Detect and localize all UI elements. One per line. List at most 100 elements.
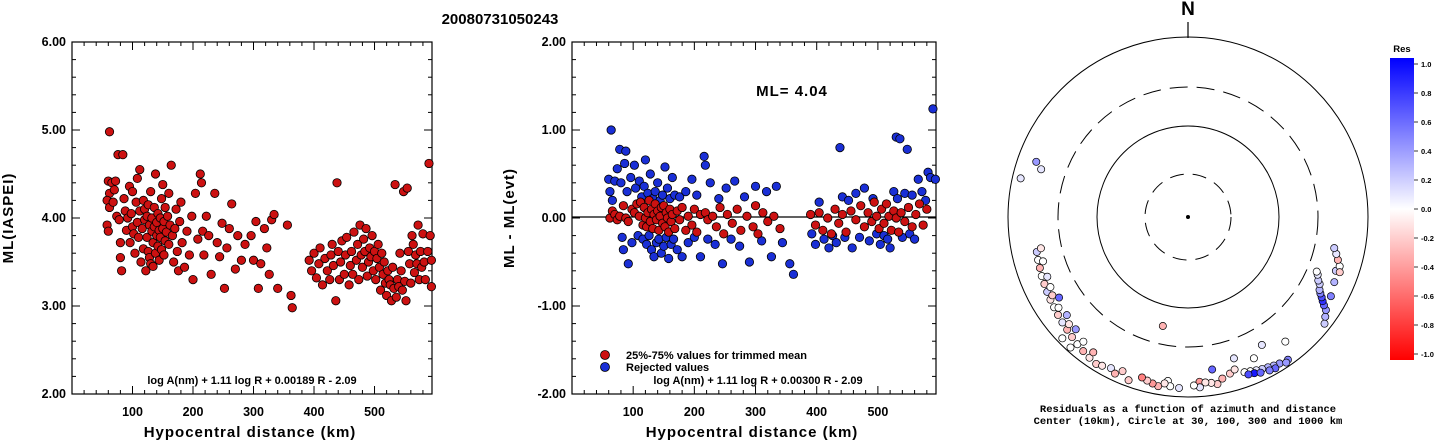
data-point <box>362 271 372 281</box>
rejected-point <box>847 243 857 253</box>
x-tick-label: 200 <box>183 405 204 419</box>
circle-30km <box>1144 173 1232 261</box>
station-point <box>1249 354 1258 363</box>
station-point <box>1244 370 1253 379</box>
colorbar-tick-label: 0.4 <box>1421 147 1432 156</box>
data-point <box>246 231 256 241</box>
data-point <box>206 269 216 279</box>
x-tick-label: 400 <box>304 405 325 419</box>
y-tick-label: 3.00 <box>42 299 66 313</box>
trimmed-point <box>894 227 904 237</box>
trimmed-point <box>846 206 856 216</box>
trimmed-point <box>907 222 917 232</box>
rejected-point <box>695 252 706 262</box>
data-point <box>273 283 283 293</box>
data-point <box>160 202 170 213</box>
station-point <box>1065 320 1073 329</box>
panel-residual-y-tick-labels: -2.00 -1.00 0.00 1.00 2.00 <box>538 35 567 401</box>
station-point <box>1055 293 1064 302</box>
data-point <box>287 303 297 313</box>
rejected-point <box>735 241 745 251</box>
data-point <box>110 176 121 186</box>
panel-ml-y-tick-labels: 2.00 3.00 4.00 5.00 6.00 <box>42 35 66 401</box>
station-point <box>1320 319 1329 328</box>
trimmed-point <box>814 208 824 218</box>
trimmed-point <box>758 208 768 218</box>
trimmed-point <box>753 229 763 239</box>
trimmed-point <box>769 211 779 221</box>
station-point <box>1111 369 1119 378</box>
station-point <box>1046 283 1055 292</box>
data-point <box>222 243 232 253</box>
data-point <box>126 209 136 219</box>
data-point <box>396 266 406 276</box>
data-point <box>317 280 328 290</box>
panel-residual-x-tick-labels: 100 200 300 400 500 <box>623 405 889 419</box>
station-point <box>1138 373 1146 382</box>
rejected-point <box>930 174 940 184</box>
data-point <box>379 257 389 267</box>
data-point <box>375 285 386 295</box>
rejected-point <box>617 232 627 242</box>
circle-outer-1000km <box>1007 36 1369 398</box>
trimmed-point <box>922 204 932 214</box>
station-point <box>1208 365 1217 374</box>
trimmed-point <box>900 216 910 227</box>
rejected-point <box>700 160 710 170</box>
colorbar-tick-label: -0.6 <box>1421 292 1434 301</box>
rejected-point <box>662 183 673 193</box>
data-point <box>408 239 418 249</box>
y-tick-label: 1.00 <box>542 123 566 137</box>
data-point <box>184 250 194 260</box>
station-point <box>1079 347 1088 356</box>
rejected-point <box>626 172 636 183</box>
data-point <box>130 248 140 258</box>
station-point <box>1037 165 1046 174</box>
colorbar-tick-label: 0.2 <box>1421 176 1431 185</box>
trimmed-point <box>830 204 840 214</box>
station-point <box>1312 267 1321 276</box>
trimmed-point <box>911 209 921 220</box>
station-point <box>1330 278 1339 287</box>
legend-marker-trimmed <box>600 350 610 360</box>
data-point <box>133 232 144 242</box>
rejected-point <box>717 259 728 269</box>
panel-polar: N Residuals as a function of azimuth and… <box>1007 0 1369 428</box>
station-point <box>1335 268 1344 277</box>
rejected-point <box>606 125 616 135</box>
trimmed-point <box>689 204 699 214</box>
polar-station-points <box>1016 157 1344 392</box>
trimmed-point <box>863 208 873 218</box>
rejected-point <box>810 239 821 249</box>
data-point <box>354 274 364 285</box>
rejected-point <box>744 257 755 267</box>
station-point <box>1048 291 1057 300</box>
data-point <box>402 183 412 193</box>
data-point <box>259 223 270 234</box>
rejected-point <box>883 234 893 244</box>
y-tick-label: 5.00 <box>42 123 66 137</box>
x-tick-label: 500 <box>867 405 888 419</box>
polar-caption-line2: Center (10km), Circle at 30, 100, 300 an… <box>1034 416 1343 428</box>
data-point <box>262 243 272 253</box>
station-point <box>1218 374 1227 383</box>
colorbar-title: Res <box>1393 44 1410 55</box>
trimmed-point <box>748 222 758 232</box>
panel-ml: 2.00 3.00 4.00 5.00 6.00 100 200 300 400 500 log… <box>0 35 436 441</box>
rejected-point <box>843 195 854 205</box>
data-point <box>373 239 383 249</box>
colorbar-tick-label: -0.8 <box>1421 321 1434 330</box>
trimmed-point <box>681 225 691 235</box>
data-point <box>401 296 411 306</box>
figure-title: 20080731050243 <box>442 11 559 28</box>
trimmed-point <box>869 197 879 207</box>
rejected-point <box>607 195 617 205</box>
rejected-point <box>653 178 663 188</box>
trimmed-point <box>834 218 844 228</box>
rejected-point <box>668 234 679 244</box>
rejected-point <box>721 183 731 193</box>
data-point <box>306 266 317 276</box>
data-point <box>119 194 129 204</box>
legend-label-trimmed: 25%-75% values for trimmed mean <box>626 350 807 362</box>
y-tick-label: 0.00 <box>542 211 566 225</box>
